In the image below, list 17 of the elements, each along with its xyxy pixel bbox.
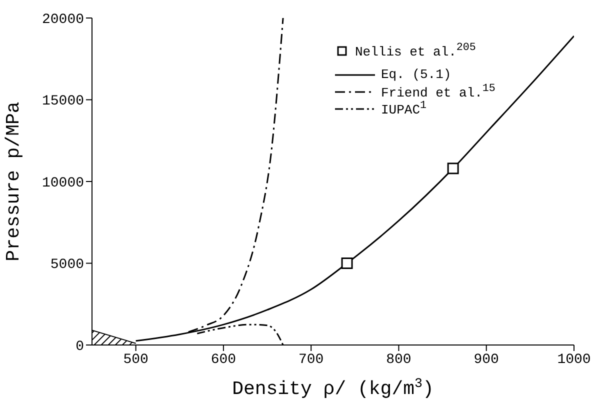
x-tick-label: 700 — [298, 352, 324, 368]
x-tick-label: 500 — [123, 352, 148, 368]
y-tick-label: 0 — [76, 338, 84, 355]
x-tick-label: 900 — [474, 352, 499, 368]
legend-label: Friend et al.$^{15}$ — [381, 82, 496, 100]
legend-label: IUPAC$^{1}$ — [381, 100, 427, 118]
x-tick-label: 600 — [210, 352, 236, 368]
x-tick-label: 800 — [386, 352, 412, 368]
y-tick-label: 15000 — [42, 94, 84, 110]
y-tick-label: 20000 — [42, 12, 84, 28]
x-tick-label: 1000 — [557, 352, 591, 368]
y-tick-label: 5000 — [50, 257, 84, 274]
y-axis-title: Pressure p/MPa — [2, 102, 25, 262]
x-axis-title: Density ρ/ (kg/m$^{3}$) — [232, 376, 434, 400]
legend-label: Nellis et al.$^{205}$ — [355, 42, 476, 60]
y-tick-label: 10000 — [42, 175, 84, 192]
legend-label: Eq. (5.1) — [381, 67, 452, 82]
